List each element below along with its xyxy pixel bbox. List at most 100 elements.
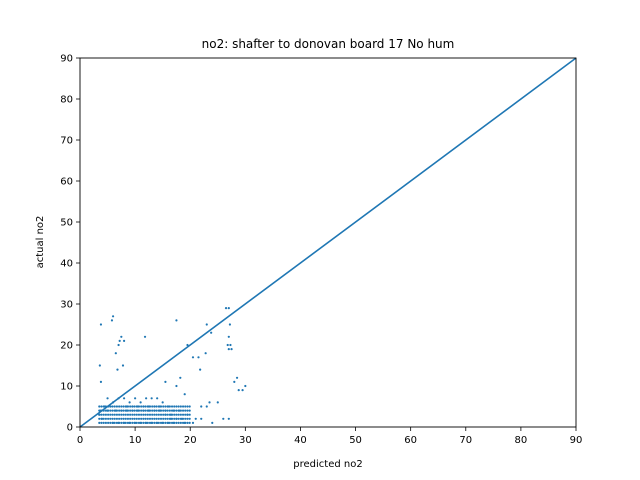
scatter-point: [164, 413, 167, 416]
scatter-point: [191, 356, 195, 359]
scatter-point: [205, 405, 208, 408]
y-tick-label: 0: [67, 423, 73, 434]
scatter-point: [140, 409, 143, 412]
scatter-point: [194, 417, 197, 420]
scatter-point: [188, 409, 191, 412]
scatter-point: [158, 405, 162, 408]
scatter-point: [162, 413, 165, 416]
x-tick-label: 70: [459, 435, 472, 446]
identity-line: [79, 57, 577, 428]
scatter-point: [164, 380, 167, 383]
scatter-point: [186, 405, 189, 408]
scatter-point: [136, 405, 139, 408]
scatter-point: [180, 417, 184, 420]
scatter-point: [122, 405, 125, 408]
scatter-point: [177, 421, 180, 424]
scatter-point: [143, 335, 147, 338]
scatter-point: [139, 421, 142, 424]
scatter-point: [172, 409, 175, 412]
scatter-point: [200, 417, 203, 420]
scatter-point: [135, 417, 138, 420]
axes-frame: [79, 57, 577, 428]
scatter-point: [106, 409, 109, 412]
scatter-point: [164, 409, 167, 412]
scatter-point: [135, 421, 138, 424]
scatter-point: [175, 413, 178, 416]
scatter-point: [113, 405, 116, 408]
scatter-point: [109, 417, 112, 420]
scatter-point: [188, 417, 191, 420]
scatter-point: [166, 409, 169, 412]
scatter-point: [131, 409, 134, 412]
scatter-point: [216, 401, 219, 404]
scatter-point: [169, 417, 173, 420]
scatter-point: [155, 417, 158, 420]
scatter-point: [168, 405, 171, 408]
scatter-point: [124, 417, 127, 420]
scatter-point: [157, 417, 160, 420]
scatter-point: [140, 417, 143, 420]
scatter-point: [118, 339, 121, 342]
scatter-point: [184, 417, 187, 420]
scatter-point: [118, 405, 121, 408]
scatter-point: [131, 405, 134, 408]
scatter-point: [161, 401, 164, 404]
scatter-point: [186, 413, 189, 416]
scatter-point: [136, 409, 139, 412]
scatter-point: [111, 417, 114, 420]
scatter-point: [134, 421, 137, 424]
scatter-point: [118, 413, 121, 416]
scatter-point: [147, 409, 150, 412]
scatter-point: [162, 417, 165, 420]
scatter-point: [129, 405, 132, 408]
scatter-point: [124, 413, 127, 416]
scatter-point: [113, 421, 116, 424]
scatter-point: [102, 413, 105, 416]
scatter-point: [144, 413, 147, 416]
scatter-point: [170, 409, 174, 412]
scatter-point: [122, 409, 125, 412]
scatter-point: [109, 405, 112, 408]
scatter-point: [137, 417, 141, 420]
scatter-point: [166, 417, 169, 420]
x-tick-label: 40: [294, 435, 307, 446]
scatter-point: [129, 409, 132, 412]
scatter-point: [204, 352, 207, 355]
scatter-point: [144, 417, 147, 420]
scatter-point: [177, 405, 180, 408]
scatter-point: [134, 397, 137, 400]
scatter-point: [139, 401, 142, 404]
scatter-point: [199, 368, 202, 371]
scatter-point: [151, 409, 154, 412]
scatter-point: [186, 343, 189, 347]
scatter-point: [184, 409, 187, 412]
x-tick-label: 30: [239, 435, 252, 446]
scatter-point: [179, 413, 182, 416]
scatter-point: [115, 413, 119, 416]
scatter-point: [177, 417, 180, 420]
scatter-point: [120, 409, 123, 412]
scatter-point: [100, 413, 103, 416]
y-tick-label: 80: [60, 95, 73, 106]
scatter-point: [137, 421, 141, 424]
scatter-point: [107, 421, 110, 424]
scatter-point: [109, 409, 112, 412]
y-tick-label: 20: [60, 341, 73, 352]
scatter-point: [133, 417, 136, 420]
scatter-point: [121, 364, 125, 367]
scatter-point: [100, 421, 103, 424]
scatter-point: [183, 421, 186, 424]
y-tick-label: 50: [60, 218, 73, 229]
scatter-point: [146, 417, 149, 420]
scatter-point: [122, 397, 126, 400]
scatter-point: [113, 417, 116, 420]
scatter-point: [158, 409, 162, 412]
scatter-point: [147, 405, 150, 408]
scatter-point: [98, 417, 101, 420]
scatter-point: [100, 405, 103, 408]
y-tick-label: 90: [60, 54, 73, 65]
scatter-point: [111, 409, 114, 412]
scatter-point: [129, 417, 132, 420]
scatter-point: [98, 405, 101, 408]
